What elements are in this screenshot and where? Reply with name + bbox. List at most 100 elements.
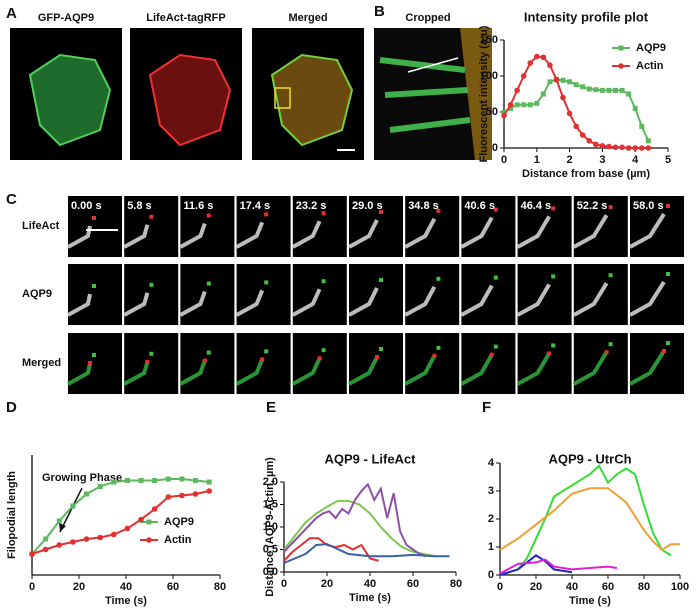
tip-marker <box>149 282 154 287</box>
tip-marker <box>321 279 326 284</box>
panel-label: C <box>6 191 17 208</box>
tip-marker <box>92 284 96 288</box>
filopodium <box>572 282 609 317</box>
x-tick-label: 40 <box>566 581 578 593</box>
marker <box>573 123 579 130</box>
y-tick-label: 0.0 <box>263 566 278 578</box>
x-tick-label: 2 <box>567 154 573 166</box>
legend-marker <box>146 537 152 543</box>
frame <box>68 264 122 325</box>
panel-label: D <box>6 399 17 416</box>
row-label: LifeAct <box>22 220 60 232</box>
tip-marker <box>436 276 441 281</box>
marker <box>632 105 638 111</box>
filopodium <box>179 359 207 386</box>
y-tick-label: 0 <box>488 569 494 581</box>
marker <box>534 53 540 60</box>
marker <box>206 479 212 485</box>
series-line <box>503 78 650 142</box>
y-tick-label: 0 <box>492 142 498 154</box>
filopodium <box>235 289 265 317</box>
frame <box>68 333 122 394</box>
profile-line <box>407 57 459 73</box>
marker <box>521 102 527 108</box>
marker <box>567 79 573 85</box>
x-tick-label: 20 <box>530 581 542 593</box>
x-tick-label: 60 <box>167 581 179 593</box>
marker <box>612 144 619 151</box>
tip-marker <box>206 213 211 218</box>
y-tick-label: 150 <box>480 34 498 46</box>
marker <box>110 531 117 538</box>
cell-edge <box>460 28 492 160</box>
tip-marker <box>551 274 556 279</box>
filopodium <box>291 220 322 249</box>
y-tick-label: 0.5 <box>263 543 278 555</box>
chart-title: Intensity profile plot <box>524 9 649 24</box>
filopodia <box>379 57 471 133</box>
panel-label: F <box>482 399 491 416</box>
marker <box>553 76 560 83</box>
marker <box>625 145 632 151</box>
marker <box>97 534 103 541</box>
series-line <box>283 543 450 564</box>
tip-marker <box>321 348 326 353</box>
x-axis-label: Time (s) <box>105 595 147 607</box>
marker <box>593 87 599 93</box>
tip-marker <box>202 358 207 363</box>
x-tick-label: 100 <box>671 581 689 593</box>
marker <box>56 542 63 548</box>
x-axis-label: Distance from base (µm) <box>522 168 650 180</box>
tip-marker <box>547 351 552 356</box>
marker <box>56 518 62 524</box>
annotation-arrow <box>59 487 83 533</box>
x-axis-label: Time (s) <box>349 592 391 604</box>
marker <box>111 479 117 485</box>
time-label: 11.6 s <box>183 200 213 212</box>
cell <box>148 53 232 147</box>
marker <box>42 546 49 553</box>
tip-marker <box>608 342 613 347</box>
legend-label: Actin <box>636 60 664 72</box>
x-tick-label: 1 <box>534 154 540 166</box>
cell <box>28 53 112 147</box>
time-label: 58.0 s <box>633 200 664 212</box>
filopodium <box>629 212 666 249</box>
time-label: 52.2 s <box>577 200 608 212</box>
arrow-head <box>59 523 66 532</box>
filopodium <box>179 222 207 249</box>
time-label: 34.8 s <box>408 200 439 212</box>
y-tick-label: 2 <box>488 513 494 525</box>
row-label: Merged <box>22 357 61 369</box>
tip-marker <box>264 349 269 354</box>
marker <box>527 60 534 66</box>
frame <box>236 333 291 394</box>
time-label: 23.2 s <box>296 200 327 212</box>
marker <box>606 87 612 93</box>
marker <box>527 102 533 108</box>
series-line <box>499 558 618 575</box>
y-tick-label: 50 <box>486 106 498 118</box>
microscopy-a <box>10 28 492 160</box>
tip-marker <box>149 351 154 356</box>
marker <box>97 484 103 489</box>
chart-title: AQP9 - UtrCh <box>548 451 631 466</box>
filopodium <box>123 361 150 386</box>
marker <box>645 145 652 151</box>
y-tick-label: 1.0 <box>263 521 278 533</box>
x-tick-label: 5 <box>665 154 671 166</box>
tip-marker <box>666 341 670 345</box>
marker <box>632 145 638 151</box>
y-tick-label: 3 <box>488 485 494 497</box>
marker <box>599 143 606 149</box>
tip-marker <box>375 355 379 359</box>
marker <box>165 494 172 500</box>
marker <box>520 73 527 79</box>
filopodium <box>460 216 494 249</box>
y-tick-label: 1 <box>488 541 494 553</box>
marker <box>599 87 605 93</box>
marker <box>501 109 507 115</box>
tip-marker <box>92 353 96 357</box>
y-tick-label: 4 <box>488 457 495 469</box>
